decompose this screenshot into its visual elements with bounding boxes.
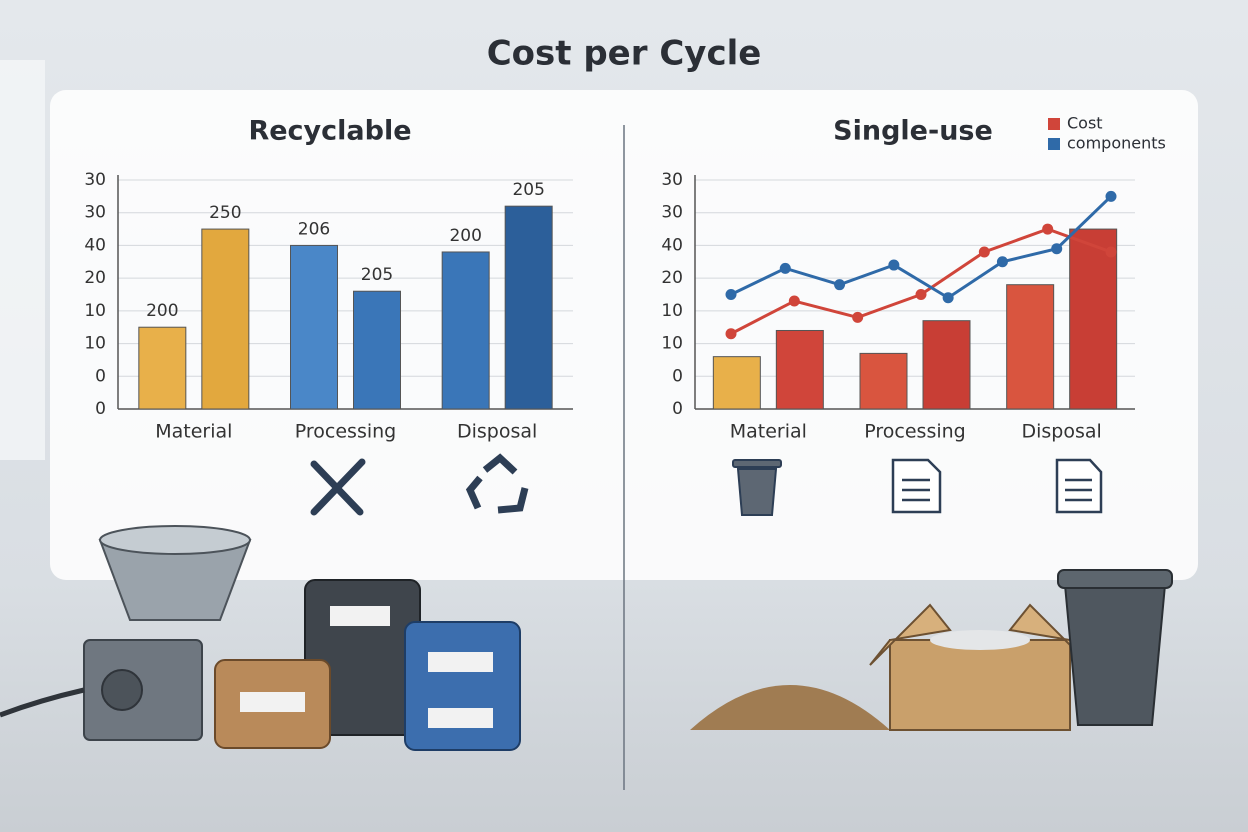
line-point	[1042, 223, 1054, 235]
x-tick-label: Material	[730, 421, 807, 443]
containers	[214, 579, 521, 751]
chart-title: Recyclable	[248, 116, 411, 147]
y-tick-label: 20	[661, 268, 683, 288]
trash-icon	[732, 459, 782, 516]
line-point	[834, 279, 846, 291]
line-point	[779, 262, 791, 274]
legend-swatch	[1048, 118, 1060, 130]
line-point	[852, 311, 864, 323]
y-tick-label: 10	[661, 301, 683, 321]
line-point	[725, 289, 737, 300]
chart-title: Single-use	[833, 116, 993, 147]
box-pellets-bin	[690, 569, 1173, 731]
y-tick-label: 30	[661, 203, 683, 223]
x-tick-label: Disposal	[457, 421, 537, 443]
legend-swatch	[1048, 138, 1060, 150]
bar-label: 200	[449, 226, 481, 246]
x-tick-label: Disposal	[1022, 421, 1102, 443]
y-tick-label: 30	[661, 170, 683, 190]
bar	[712, 356, 761, 410]
line-point	[978, 246, 990, 258]
legend-label: Cost	[1067, 114, 1103, 133]
y-tick-label: 0	[95, 399, 106, 419]
line-point	[788, 295, 800, 307]
x-tick-label: Processing	[295, 421, 396, 443]
y-tick-label: 0	[672, 366, 683, 386]
line-point	[888, 259, 900, 271]
line	[730, 195, 1113, 300]
bar	[1069, 228, 1118, 410]
bar	[859, 352, 908, 410]
y-tick-label: 20	[84, 268, 106, 288]
y-tick-label: 0	[672, 399, 683, 419]
line-point	[725, 328, 737, 340]
y-tick-label: 10	[84, 301, 106, 321]
bar	[504, 205, 553, 410]
x-tick-label: Material	[155, 421, 232, 443]
machine	[0, 525, 252, 741]
bar-label: 250	[209, 203, 241, 223]
line-point	[996, 256, 1008, 268]
document-icon	[891, 458, 1103, 514]
y-tick-label: 30	[84, 170, 106, 190]
bar-label: 205	[512, 180, 544, 200]
legend-label: components	[1067, 134, 1166, 153]
bar-label: 205	[361, 265, 393, 285]
bar	[138, 326, 187, 410]
y-tick-label: 30	[84, 203, 106, 223]
y-tick-label: 10	[84, 334, 106, 354]
line-point	[942, 292, 954, 304]
bar	[201, 228, 250, 410]
y-tick-label: 40	[84, 235, 106, 255]
x-tick-label: Processing	[864, 421, 965, 443]
y-tick-label: 10	[661, 334, 683, 354]
y-tick-label: 40	[661, 235, 683, 255]
line-point	[1105, 246, 1117, 258]
bar-label: 206	[298, 219, 330, 239]
y-tick-label: 0	[95, 366, 106, 386]
wrench-icon	[310, 458, 366, 516]
bar	[922, 320, 971, 410]
bar	[775, 329, 824, 410]
bar-label: 200	[146, 301, 178, 321]
bar	[441, 251, 490, 410]
main-title: Cost per Cycle	[487, 34, 762, 74]
recycle-icon	[465, 453, 529, 514]
line-point	[1105, 190, 1117, 202]
line-point	[1051, 243, 1063, 255]
bar	[290, 244, 338, 410]
line-point	[915, 289, 927, 300]
bar	[353, 290, 401, 410]
window	[0, 60, 45, 460]
bar	[1006, 284, 1055, 410]
